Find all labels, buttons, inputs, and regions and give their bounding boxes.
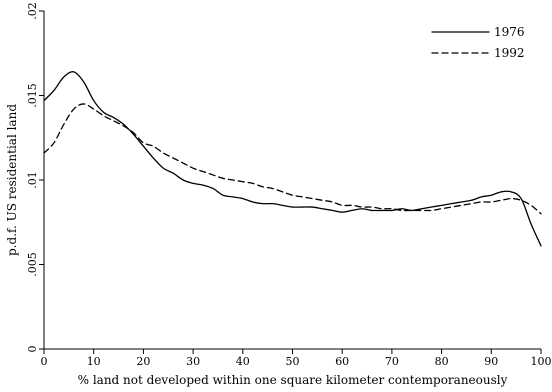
- x-tick-label: 60: [335, 355, 349, 368]
- legend: 1976 1992: [431, 25, 525, 60]
- x-tick-label: 20: [136, 355, 150, 368]
- y-tick-label: 0: [26, 346, 39, 353]
- x-tick-label: 0: [41, 355, 48, 368]
- x-tick-label: 70: [385, 355, 399, 368]
- legend-label-1992: 1992: [494, 46, 525, 60]
- legend-label-1976: 1976: [494, 25, 525, 39]
- series-layer: [43, 71, 542, 247]
- axes: 0 10 20 30 40 50 60 70 80 90 100 0 .005 .01 .015 .02: [26, 2, 552, 368]
- x-tick-label: 50: [286, 355, 300, 368]
- x-tick-label: 80: [435, 355, 449, 368]
- y-tick-label: .02: [26, 2, 39, 20]
- x-tick-label: 40: [236, 355, 250, 368]
- y-axis-label: p.d.f. US residential land: [5, 104, 19, 256]
- x-tick-label: 30: [186, 355, 200, 368]
- y-tick-label: .015: [26, 83, 39, 108]
- x-tick-label: 10: [87, 355, 101, 368]
- y-tick-label: .01: [26, 171, 39, 189]
- series-line-1976: [43, 71, 542, 247]
- y-ticks: 0 .005 .01 .015 .02: [26, 2, 44, 353]
- x-axis-label: % land not developed within one square k…: [78, 373, 508, 387]
- x-ticks: 0 10 20 30 40 50 60 70 80 90 100: [41, 349, 552, 368]
- series-line-1992: [43, 103, 542, 215]
- x-tick-label: 100: [531, 355, 552, 368]
- y-tick-label: .005: [26, 252, 39, 277]
- x-tick-label: 90: [484, 355, 498, 368]
